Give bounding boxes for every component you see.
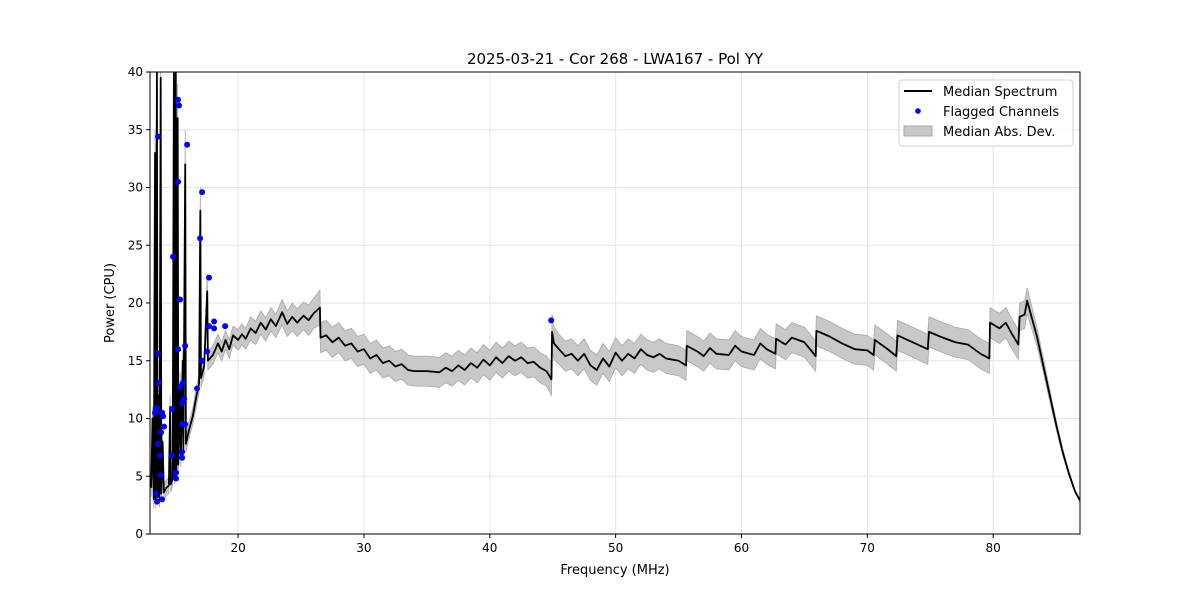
x-tick-label: 80 <box>986 541 1001 555</box>
x-tick-label: 60 <box>734 541 749 555</box>
flagged-channel-point <box>179 448 186 455</box>
y-axis-ticks: 0 5 10 15 20 25 30 35 40 <box>128 65 150 541</box>
y-tick-label: 40 <box>128 65 143 79</box>
y-tick-label: 10 <box>128 412 143 426</box>
flagged-channel-point <box>181 395 188 402</box>
y-tick-label: 35 <box>128 123 143 137</box>
y-tick-label: 5 <box>135 469 143 483</box>
flagged-channel-point <box>548 317 555 324</box>
flagged-channel-point <box>199 357 206 364</box>
y-tick-label: 0 <box>135 527 143 541</box>
flagged-channel-point <box>155 133 162 140</box>
legend-patch-icon <box>903 125 933 137</box>
median-spectrum-line <box>150 72 1080 503</box>
y-tick-label: 30 <box>128 181 143 195</box>
x-axis-label: Frequency (MHz) <box>560 563 669 578</box>
y-axis-label: Power (CPU) <box>103 263 118 343</box>
flagged-channel-point <box>222 323 229 330</box>
flagged-channel-point <box>175 96 182 103</box>
legend: Median Spectrum Flagged Channels Median … <box>898 79 1074 147</box>
flagged-channel-point <box>175 178 182 185</box>
flagged-channel-point <box>154 498 161 505</box>
flagged-channel-point <box>177 384 184 391</box>
y-tick-label: 25 <box>128 238 143 252</box>
flagged-channel-point <box>204 348 211 355</box>
x-tick-label: 30 <box>356 541 371 555</box>
flagged-channel-point <box>169 452 176 459</box>
flagged-channel-point <box>176 102 183 109</box>
flagged-channel-point <box>158 472 165 479</box>
flagged-channel-point <box>206 323 213 330</box>
flagged-channel-point <box>154 405 161 412</box>
flagged-channel-point <box>157 452 164 459</box>
flagged-channel-point <box>206 274 213 281</box>
flagged-channel-point <box>184 141 191 148</box>
flagged-channel-point <box>199 189 206 196</box>
median-abs-dev-band <box>150 72 1080 509</box>
flagged-channel-point <box>175 346 182 353</box>
flagged-channels <box>152 96 555 505</box>
legend-median-abs-dev: Median Abs. Dev. <box>943 125 1055 140</box>
flagged-channel-point <box>197 235 204 242</box>
legend-flagged-channels: Flagged Channels <box>943 105 1059 120</box>
flagged-channel-point <box>211 318 218 325</box>
flagged-channel-point <box>182 342 189 349</box>
flagged-channel-point <box>155 440 162 447</box>
flagged-channel-point <box>179 454 186 461</box>
flagged-channel-point <box>161 423 168 430</box>
flagged-channel-point <box>179 400 186 407</box>
flagged-channel-point <box>194 385 201 392</box>
x-axis-ticks: 20 30 40 50 60 70 80 <box>230 534 1001 555</box>
x-tick-label: 20 <box>230 541 245 555</box>
flagged-channel-point <box>169 406 176 413</box>
flagged-channel-point <box>173 469 180 476</box>
flagged-channel-point <box>182 421 189 428</box>
flagged-channel-point <box>159 496 166 503</box>
flagged-channel-point <box>173 475 180 482</box>
flagged-channel-point <box>155 350 162 357</box>
flagged-channel-point <box>158 429 165 436</box>
x-tick-label: 40 <box>482 541 497 555</box>
x-tick-label: 70 <box>860 541 875 555</box>
flagged-channel-point <box>211 325 218 332</box>
chart-title: 2025-03-21 - Cor 268 - LWA167 - Pol YY <box>467 50 764 68</box>
flagged-channel-point <box>152 409 159 416</box>
flagged-channel-point <box>170 253 177 260</box>
legend-median-spectrum: Median Spectrum <box>943 85 1057 100</box>
flagged-channel-point <box>153 490 160 497</box>
flagged-channel-point <box>160 413 167 420</box>
x-tick-label: 50 <box>608 541 623 555</box>
flagged-channel-point <box>156 379 163 386</box>
y-tick-label: 15 <box>128 354 143 368</box>
y-tick-label: 20 <box>128 296 143 310</box>
flagged-channel-point <box>180 379 187 386</box>
legend-dot-icon <box>915 108 921 114</box>
legend-box <box>898 79 1074 147</box>
flagged-channel-point <box>177 296 184 303</box>
